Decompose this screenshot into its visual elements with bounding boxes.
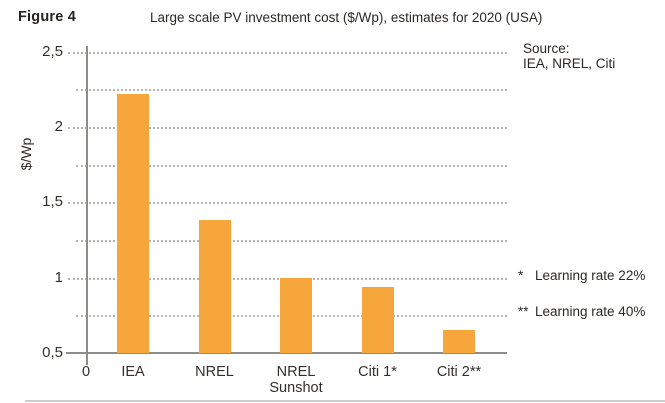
x-axis-line	[66, 352, 507, 354]
bar-citi-2-	[443, 330, 475, 353]
y-tick-label: 2,5	[42, 42, 63, 60]
y-gridline	[76, 164, 507, 167]
footnote-learning-rate-40: ** Learning rate 40%	[518, 304, 645, 319]
bar-iea	[117, 93, 149, 353]
double-asterisk-icon: **	[518, 304, 529, 319]
bar-citi-1-	[361, 286, 394, 353]
y-gridline	[68, 202, 507, 205]
asterisk-icon: *	[518, 268, 524, 283]
bar-nrel	[280, 277, 312, 353]
footnote-learning-rate-22: * Learning rate 22%	[518, 268, 645, 283]
x-tick-label: IEA	[121, 364, 145, 380]
y-gridline	[76, 89, 507, 92]
y-tick-label: 1,5	[42, 193, 63, 211]
figure-label: Figure 4	[18, 9, 76, 25]
y-tick-label: 1	[54, 268, 63, 286]
bar-nrel	[198, 220, 231, 353]
y-tick-label: 2	[54, 118, 63, 136]
footnote-text: Learning rate 22%	[535, 268, 646, 283]
y-gridline	[68, 127, 507, 130]
y-gridline	[76, 240, 507, 243]
x-tick-label: Citi 2**	[436, 364, 482, 380]
footnote-text: Learning rate 40%	[535, 304, 646, 319]
source-note: Source: IEA, NREL, Citi	[523, 41, 615, 71]
x-tick-label: NREL Sunshot	[269, 364, 323, 396]
x-tick-label: NREL	[195, 364, 234, 380]
chart-title: Large scale PV investment cost ($/Wp), e…	[150, 10, 543, 25]
y-tick-label: 0,5	[42, 344, 63, 361]
y-axis-line	[86, 46, 88, 365]
y-gridline	[68, 51, 507, 54]
x-tick-label: Citi 1*	[358, 364, 397, 380]
x-origin-label: 0	[82, 364, 91, 380]
source-value: IEA, NREL, Citi	[523, 56, 616, 71]
page-divider	[25, 400, 665, 402]
source-label: Source:	[523, 41, 570, 56]
